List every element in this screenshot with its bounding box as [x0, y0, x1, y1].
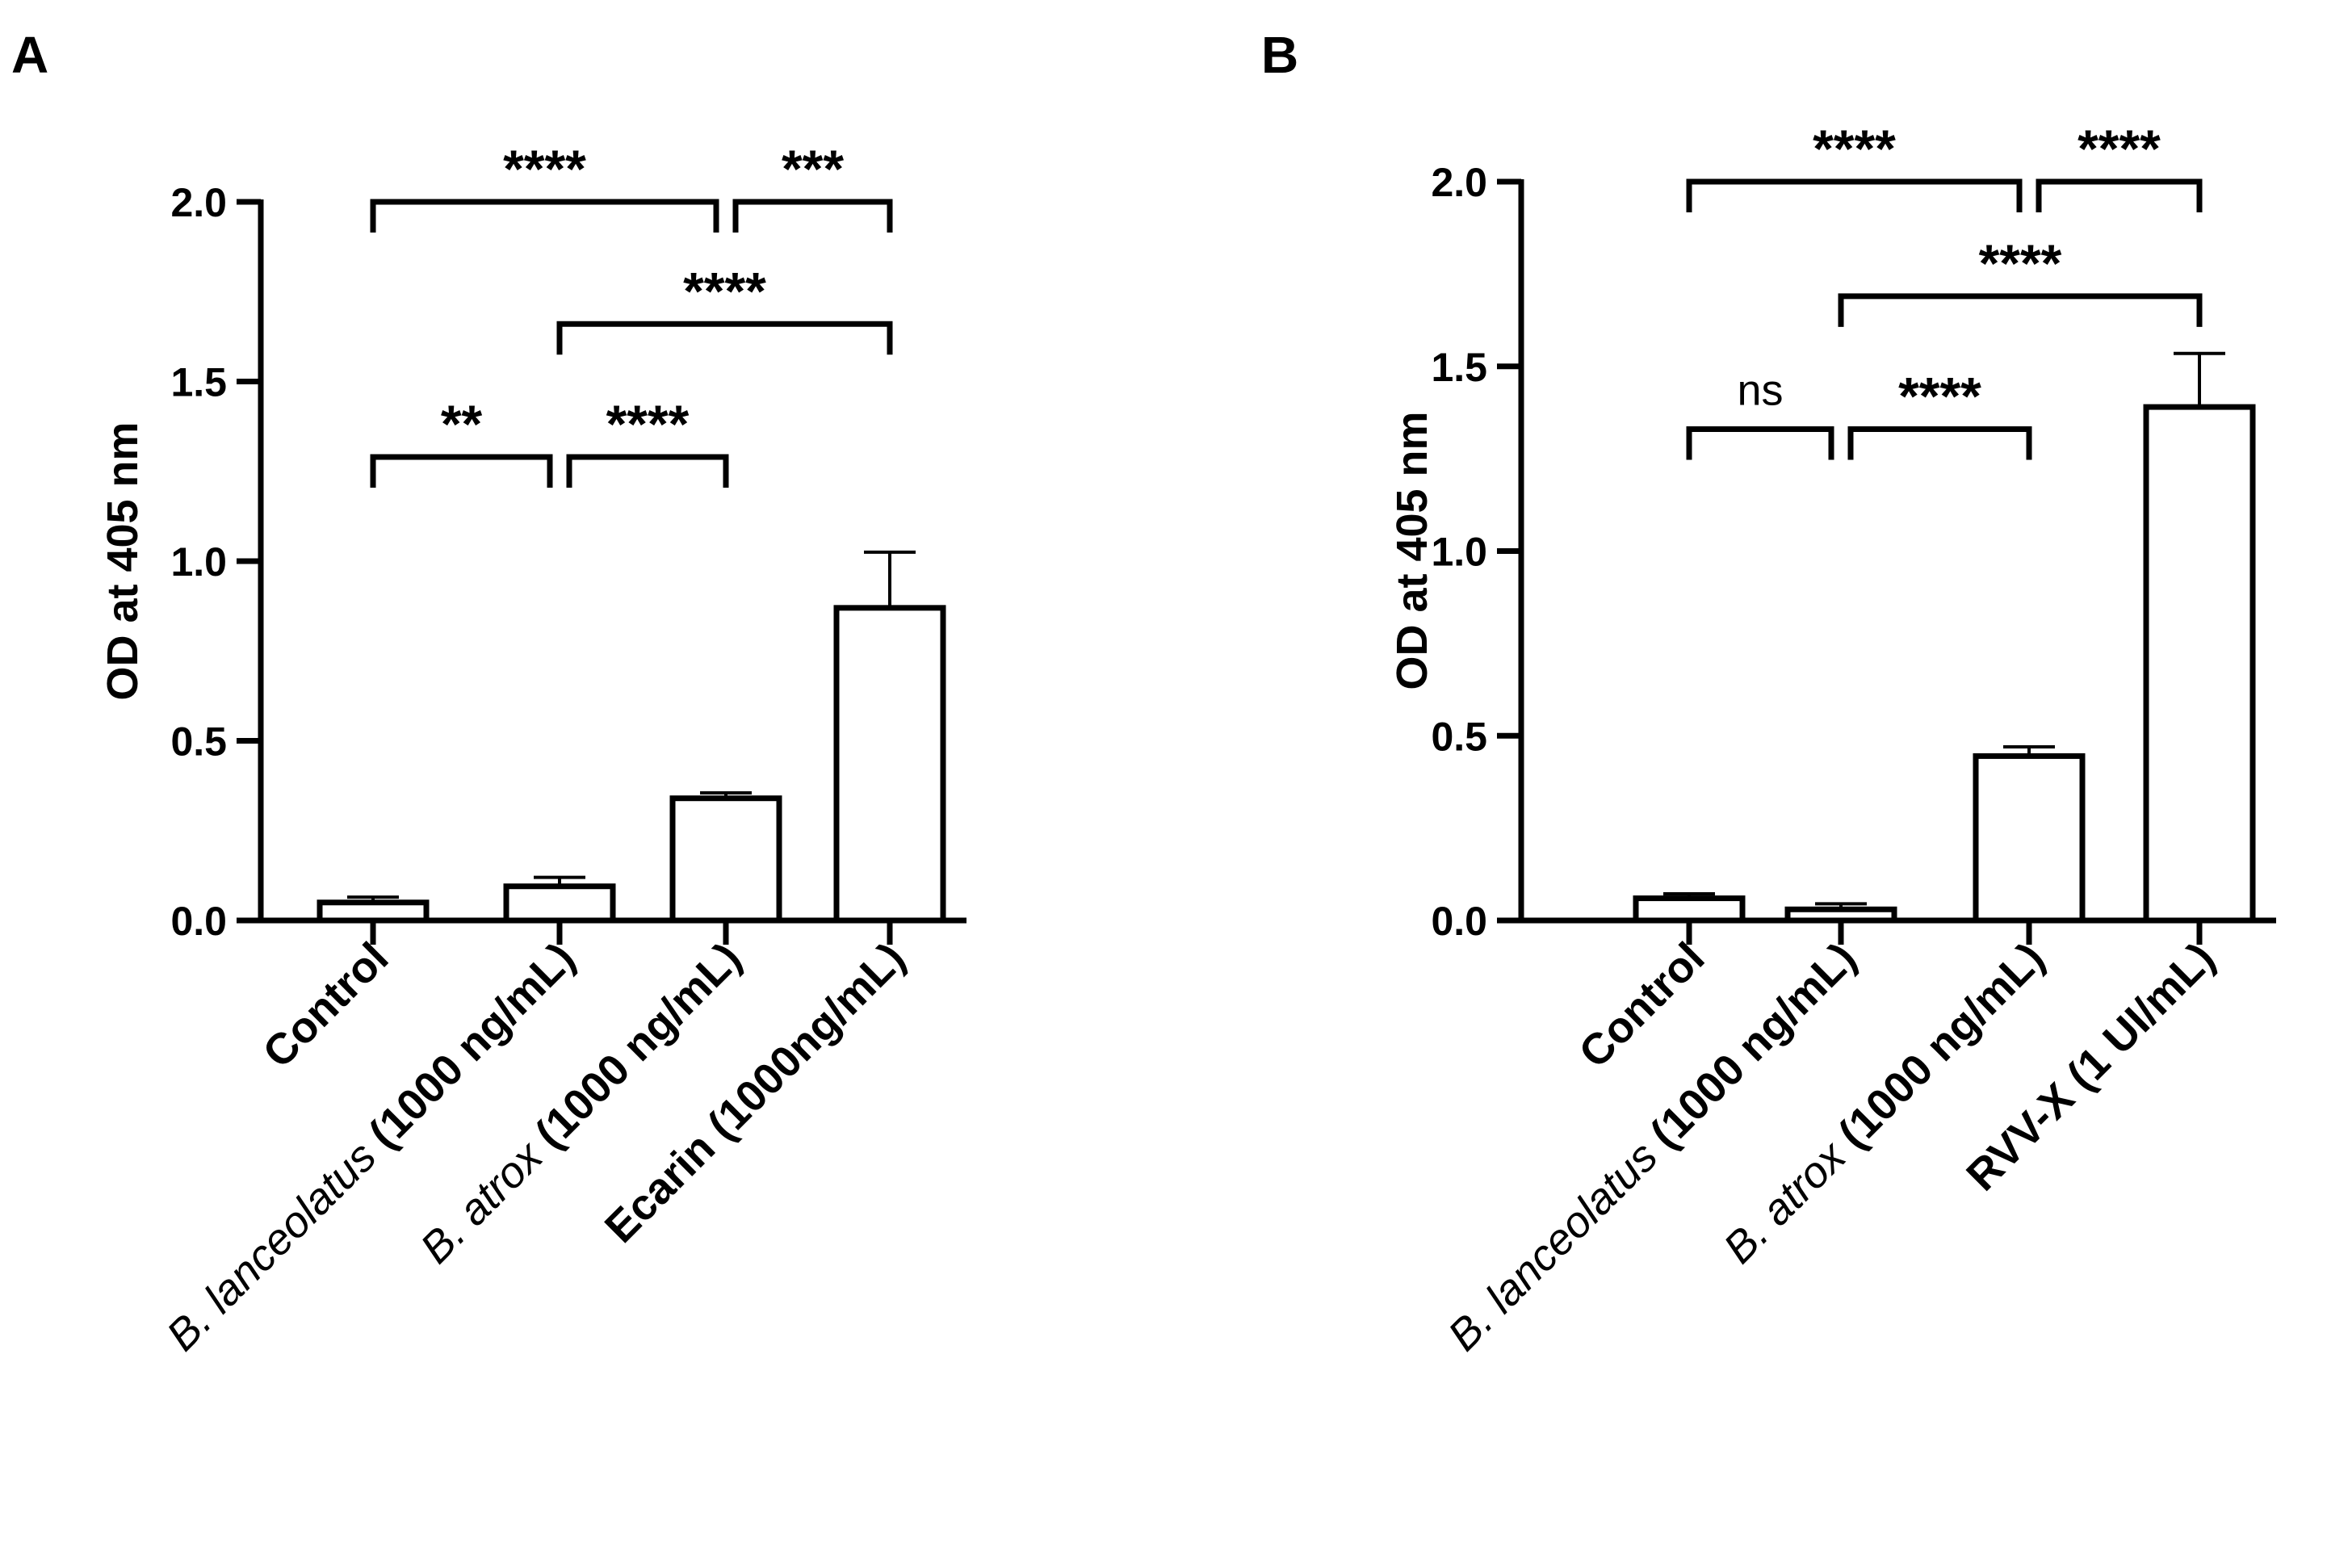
y-axis-label: OD at 405 nm	[99, 421, 147, 700]
significance-bracket	[1847, 426, 2032, 460]
significance-bracket	[2036, 178, 2203, 212]
category-label: Ecarin (1000ng/mL)	[596, 933, 915, 1252]
significance-label: ns	[1737, 367, 1783, 415]
category-label: B. atrox (1000 ng/mL)	[1714, 933, 2053, 1272]
y-tick-label: 2.0	[1431, 160, 1487, 205]
y-axis-label: OD at 405 nm	[1388, 411, 1436, 690]
y-tick-label: 0.5	[1431, 714, 1487, 759]
significance-bracket	[370, 199, 719, 233]
category-label: Control	[1570, 933, 1713, 1077]
category-label-species: B. lanceolatus	[1439, 1132, 1667, 1360]
bar-a-0	[317, 899, 430, 924]
category-label-detail: Control	[254, 933, 397, 1077]
bar-a-1	[503, 883, 616, 924]
y-tick-label: 1.5	[170, 360, 227, 405]
significance-label: ****	[1813, 119, 1896, 178]
significance-label: ****	[1898, 367, 1981, 426]
significance-bracket	[566, 454, 729, 488]
significance-label: ****	[503, 139, 586, 199]
category-label-species: B. atrox	[411, 1131, 552, 1272]
y-tick-label: 0.0	[170, 899, 227, 944]
significance-label: ****	[606, 394, 690, 454]
panel-a-chart: 0.0 0.5 1.0 1.5 2.0 OD at 405 nm Control B. lan…	[99, 139, 966, 1360]
category-label-detail: Ecarin (1000ng/mL)	[596, 933, 915, 1252]
panel-letter-b: B	[1261, 26, 1298, 84]
category-label: Control	[254, 933, 397, 1077]
y-tick-label: 2.0	[170, 180, 227, 225]
bar-a-3	[833, 605, 946, 924]
category-label: B. atrox (1000 ng/mL)	[411, 933, 750, 1272]
y-tick-label: 1.5	[1431, 345, 1487, 390]
y-tick-label: 0.0	[1431, 899, 1487, 944]
bar-b-3	[2143, 404, 2256, 924]
panel-letter-a: A	[11, 26, 48, 84]
y-tick-label: 0.5	[170, 719, 227, 765]
significance-label: **	[441, 394, 483, 454]
significance-bracket	[1686, 426, 1834, 460]
category-label-species: B. lanceolatus	[157, 1132, 385, 1360]
y-tick-label: 1.0	[170, 539, 227, 585]
significance-label: ***	[782, 139, 844, 199]
significance-bracket	[1838, 293, 2203, 327]
significance-bracket	[1686, 178, 2023, 212]
bar-b-1	[1784, 906, 1897, 924]
significance-bracket	[556, 321, 893, 355]
category-label-detail: Control	[1570, 933, 1713, 1077]
bar-b-0	[1633, 895, 1746, 924]
significance-label: ****	[683, 261, 766, 321]
significance-label: ****	[2078, 119, 2161, 178]
category-label-species: B. atrox	[1714, 1131, 1855, 1272]
bar-b-2	[1973, 753, 2086, 924]
panel-b-chart: 0.0 0.5 1.0 1.5 2.0 OD at 405 nm Control B. lan…	[1388, 119, 2276, 1360]
significance-label: ****	[1979, 233, 2062, 293]
significance-bracket	[732, 199, 893, 233]
bar-a-2	[669, 795, 782, 924]
significance-bracket	[370, 454, 553, 488]
y-tick-label: 1.0	[1431, 530, 1487, 575]
